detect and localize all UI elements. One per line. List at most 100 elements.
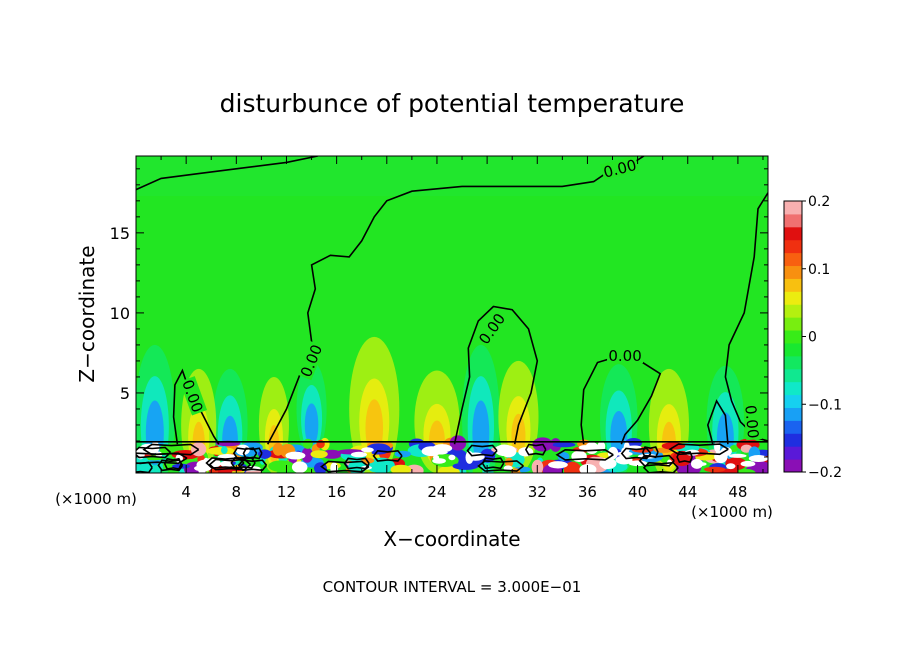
field-blob: [726, 463, 736, 470]
field-blob: [578, 445, 591, 450]
field-blob: [728, 453, 747, 458]
contour-mid-cell: [453, 305, 539, 445]
field-blob: [321, 449, 343, 459]
field-blob: [139, 443, 158, 455]
colorbar-swatch: [784, 355, 802, 370]
colorbar-swatch: [784, 368, 802, 383]
contour-label-bg: [743, 403, 763, 441]
colorbar-swatch: [784, 304, 802, 318]
field-blob: [557, 451, 570, 461]
colorbar-swatch: [784, 201, 802, 215]
field-blob: [361, 447, 374, 453]
contour-surface-eddy: [136, 446, 172, 459]
contour-surface-eddy: [524, 443, 547, 456]
field-blob: [504, 457, 514, 468]
contour-surface-eddy: [163, 457, 183, 470]
contour-surface-eddy: [320, 460, 370, 473]
colorbar-swatch: [784, 317, 802, 331]
field-blob: [740, 460, 756, 467]
colorbar-swatch: [784, 213, 802, 228]
contour-top-left: [136, 156, 318, 191]
field-blob: [206, 447, 235, 455]
contour-surface-eddy: [555, 448, 614, 461]
colorbar-tick-label: −0.1: [808, 397, 842, 413]
field-blob: [571, 450, 587, 462]
y-tick-label: 5: [120, 384, 130, 403]
contour-label: 0.00: [741, 404, 762, 439]
field-blob: [350, 451, 368, 458]
x-axis-label: X−coordinate: [383, 527, 520, 551]
field-blob: [301, 447, 313, 463]
x-tick-label: 32: [528, 483, 547, 501]
colorbar-swatch: [784, 420, 802, 434]
field-band: [136, 156, 768, 196]
contour-surface-eddy: [157, 459, 184, 472]
field-blob: [500, 445, 517, 458]
contour-label-bg: [600, 156, 640, 180]
colorbar-swatch: [784, 291, 802, 305]
field-blob: [220, 460, 233, 468]
contour-label-bg: [179, 376, 208, 416]
y-axis: 5 10 15: [110, 168, 768, 458]
field-blob: [394, 450, 411, 458]
field-blob: [235, 444, 250, 456]
x-tick-label: 48: [728, 483, 747, 501]
field-blob: [548, 461, 568, 469]
y-tick-label: 10: [110, 304, 130, 323]
contour-surface-eddy: [232, 447, 258, 460]
field-blob: [302, 438, 313, 449]
x-tick-label: 36: [578, 483, 597, 501]
colorbar-tick-label: 0: [808, 330, 817, 346]
colorbar-swatch: [784, 226, 802, 241]
plot-area: 0.000.000.000.000.000.00: [136, 156, 768, 473]
colorbar-swatch: [784, 446, 802, 460]
contour-label-bg: [607, 347, 644, 364]
field-blob: [563, 461, 582, 473]
colorbar-swatch: [784, 330, 802, 344]
field-blob: [220, 446, 228, 454]
colorbar-swatch: [784, 381, 802, 396]
contour-label-bg: [474, 309, 509, 348]
x-tick-label: 20: [377, 483, 396, 501]
contour-interval-note: CONTOUR INTERVAL = 3.000E−01: [323, 578, 582, 596]
field-blob: [304, 403, 319, 447]
field-blob: [597, 441, 606, 452]
x-tick-label: 28: [478, 483, 497, 501]
x-axis: 4 8 12 16 20 24 28 32 36 40 44 48: [160, 156, 764, 501]
field-blob: [430, 450, 448, 455]
contour-surface-eddy: [466, 444, 498, 457]
chart-title: disturbunce of potential temperature: [220, 89, 685, 118]
field-blob: [690, 458, 703, 469]
field-blob: [703, 466, 726, 473]
contour-label: 0.00: [608, 347, 641, 365]
x-unit-right: (×1000 m): [691, 503, 773, 521]
contour-label-bg: [296, 340, 325, 381]
contour-surface-eddy: [642, 461, 679, 473]
x-unit-left: (×1000 m): [55, 490, 137, 508]
y-axis-label: Z−coordinate: [75, 245, 99, 382]
x-tick-label: 12: [277, 483, 296, 501]
contour-surface-eddy: [205, 457, 245, 469]
x-tick-label: 8: [232, 483, 242, 501]
field-blob: [449, 435, 467, 451]
field-blob: [291, 461, 308, 473]
colorbar-swatch: [784, 342, 802, 357]
contour-surface-eddy: [641, 446, 659, 459]
field-blob: [628, 460, 648, 467]
field-blob: [390, 464, 412, 473]
contour-surface-eddy: [477, 460, 524, 472]
x-tick-label: 4: [181, 483, 191, 501]
plot-frame: [135, 155, 769, 474]
colorbar-swatch: [784, 407, 802, 421]
contour-left-cell: [172, 368, 220, 445]
colorbar-swatch: [784, 239, 802, 254]
field-blob: [268, 460, 295, 472]
contour-surface-eddy: [242, 447, 263, 460]
contour-surface-eddy: [676, 450, 693, 464]
colorbar-tick-label: 0.2: [808, 194, 830, 210]
colorbar: 0.2 0.1 0 −0.1 −0.2: [783, 194, 842, 481]
field-blob: [369, 464, 382, 473]
field-blob: [432, 458, 446, 464]
colorbar-swatch: [784, 278, 802, 292]
field-blob: [452, 462, 479, 470]
